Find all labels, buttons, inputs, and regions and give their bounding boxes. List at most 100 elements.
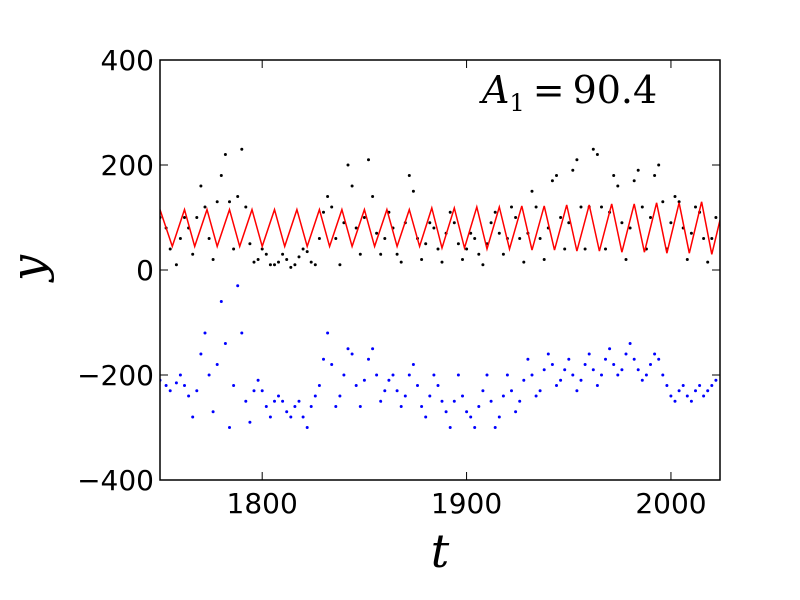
- series-2-point: [542, 368, 546, 372]
- series-2-point: [244, 399, 248, 403]
- series-0-point: [628, 226, 632, 230]
- annotation: A1 = 90.4: [479, 68, 657, 117]
- series-0-point: [244, 205, 248, 209]
- series-2-point: [653, 352, 657, 356]
- series-2-point: [485, 373, 489, 377]
- series-2-point: [595, 384, 599, 387]
- series-0-point: [600, 205, 603, 209]
- series-0-point: [350, 184, 354, 188]
- series-0-point: [481, 263, 485, 267]
- series-0-point: [518, 237, 522, 240]
- series-0-point: [436, 247, 440, 251]
- series-0-point: [522, 260, 526, 264]
- series-0-point: [461, 258, 464, 261]
- series-2-point: [183, 384, 186, 387]
- series-0-point: [371, 195, 375, 198]
- series-0-point: [313, 263, 317, 267]
- annotation-subscript: 1: [509, 89, 524, 117]
- series-2-point: [164, 384, 168, 387]
- series-2-point: [689, 399, 693, 403]
- series-0-point: [256, 258, 260, 261]
- series-2-point: [273, 399, 276, 403]
- series-2-point: [587, 352, 591, 356]
- series-0-point: [203, 205, 207, 209]
- series-2-point: [168, 389, 172, 393]
- series-2-point: [387, 378, 391, 382]
- series-0-point: [673, 195, 677, 198]
- series-0-point: [174, 263, 178, 267]
- series-0-point: [232, 247, 236, 251]
- annotation-value: 90.4: [573, 68, 658, 112]
- series-0-point: [346, 163, 350, 167]
- series-2-point: [203, 331, 207, 335]
- series-0-point: [636, 168, 640, 172]
- series-0-point: [334, 237, 338, 240]
- series-2-point: [256, 378, 260, 382]
- series-2-point: [702, 394, 706, 398]
- series-2-point: [424, 415, 428, 419]
- series-0-point: [281, 252, 285, 256]
- series-0-point: [669, 221, 673, 225]
- series-0-point: [195, 216, 199, 219]
- series-0-point: [228, 200, 231, 204]
- series-2-point: [481, 389, 485, 393]
- series-2-point: [330, 363, 334, 366]
- series-2-point: [620, 368, 624, 372]
- series-0-point: [440, 260, 444, 264]
- series-2-point: [444, 410, 448, 414]
- series-2-point: [571, 373, 575, 377]
- series-0-point: [538, 237, 542, 240]
- series-2-point: [232, 384, 236, 387]
- series-2-point: [228, 426, 231, 429]
- series-2-point: [616, 373, 620, 377]
- series-2-point: [313, 394, 317, 398]
- series-2-point: [301, 415, 305, 419]
- series-2-point: [362, 378, 366, 382]
- series-0-point: [685, 258, 689, 261]
- series-2-point: [505, 373, 509, 377]
- series-2-point: [632, 357, 636, 361]
- series-2-point: [473, 426, 477, 429]
- series-0-point: [207, 237, 211, 240]
- series-2-point: [428, 394, 432, 398]
- series-2-point: [501, 394, 505, 398]
- series-0-point: [559, 216, 563, 219]
- series-2-point: [371, 347, 375, 351]
- series-0-point: [677, 200, 681, 204]
- series-2-point: [489, 399, 493, 403]
- series-0-point: [510, 205, 513, 209]
- series-2-point: [665, 384, 669, 387]
- series-2-point: [628, 342, 632, 345]
- x-tick-label: 1800: [227, 487, 298, 520]
- series-2-point: [448, 426, 452, 429]
- series-0-point: [542, 258, 546, 261]
- series-0-point: [178, 237, 182, 240]
- series-0-point: [653, 174, 657, 177]
- series-0-point: [379, 252, 383, 256]
- series-0-point: [649, 216, 652, 219]
- series-2-point: [297, 399, 301, 403]
- series-2-point: [342, 373, 346, 377]
- series-0-point: [219, 174, 223, 177]
- series-0-point: [702, 237, 706, 240]
- y-tick-label: 0: [136, 254, 154, 287]
- annotation-symbol: A: [479, 68, 509, 112]
- series-0-point: [411, 189, 415, 193]
- series-2-point: [497, 415, 501, 419]
- series-2-point: [391, 373, 395, 377]
- series-0-point: [420, 258, 424, 261]
- series-2-point: [338, 394, 342, 398]
- series-2-point: [223, 342, 227, 345]
- series-2-point: [714, 378, 718, 382]
- series-2-point: [354, 384, 358, 387]
- series-0-point: [383, 237, 387, 240]
- y-axis-label: y: [1, 254, 55, 283]
- series-0-point: [567, 221, 571, 225]
- series-2-point: [657, 357, 661, 361]
- x-axis-label: t: [431, 524, 450, 578]
- series-0-point: [330, 205, 334, 209]
- series-2-point: [526, 357, 530, 361]
- series-0-point: [367, 158, 370, 162]
- series-2-point: [248, 420, 252, 424]
